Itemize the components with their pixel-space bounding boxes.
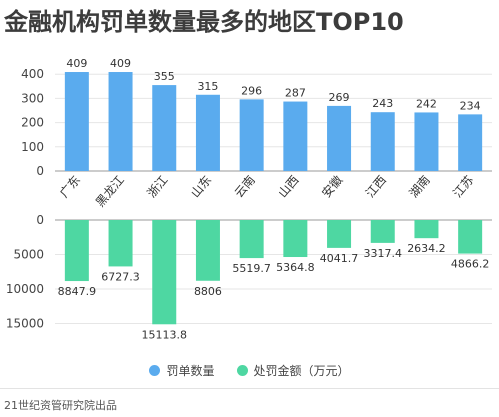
data-label-amount-2: 15113.8 [142,328,188,341]
bar-count-1 [108,72,133,171]
category-label-2: 浙江 [144,173,170,200]
bar-count-8 [414,112,439,171]
bar-amount-0 [64,220,89,282]
category-label-3: 山东 [188,173,214,200]
data-label-amount-7: 3317.4 [364,247,403,260]
bar-count-6 [327,105,352,171]
bar-amount-8 [414,220,439,239]
category-label-8: 湖南 [406,172,433,200]
category-label-1: 黑龙江 [93,173,127,210]
data-label-amount-1: 6727.3 [101,270,140,283]
bar-amount-1 [108,220,133,267]
data-label-count-7: 243 [372,97,393,110]
chart-canvas: 0 100 200 300 400 409 广东 409 黑龙江 355 浙江 315 山东 296 云南 2… [6,57,492,341]
legend-item-amount: 处罚金额（万元） [236,362,350,379]
bar-count-7 [370,112,395,171]
bar-count-9 [458,114,483,171]
data-label-count-5: 287 [285,87,306,100]
bar-amount-7 [370,220,395,243]
data-label-count-1: 409 [110,57,131,70]
category-label-7: 江西 [363,173,389,200]
legend: 罚单数量 处罚金额（万元） [0,362,499,379]
data-label-count-0: 409 [66,57,87,70]
data-label-count-9: 234 [460,99,481,112]
bar-count-2 [152,85,177,171]
ytick-bottom-0: 0 [36,213,44,227]
ytick-top-1: 100 [21,140,44,154]
bar-amount-5 [283,220,308,258]
ytick-top-2: 200 [21,116,44,130]
bar-count-0 [64,72,89,171]
bar-count-3 [195,94,220,171]
bar-amount-4 [239,220,264,259]
ytick-bottom-3: 15000 [6,317,44,331]
bar-amount-6 [327,220,352,248]
data-label-count-2: 355 [154,70,175,83]
bar-count-4 [239,99,264,171]
ytick-top-4: 400 [21,67,44,81]
legend-item-count: 罚单数量 [149,362,215,379]
category-label-6: 安徽 [318,172,345,200]
bar-count-5 [283,101,308,171]
data-label-amount-3: 8806 [194,285,222,298]
data-label-count-8: 242 [416,97,437,110]
ytick-bottom-1: 5000 [13,248,44,262]
source-credit: 21世纪资管研究院出品 [4,399,117,412]
data-label-count-3: 315 [197,80,218,93]
legend-swatch-count [149,365,161,376]
bar-amount-2 [152,220,177,325]
data-label-amount-9: 4866.2 [451,258,490,271]
category-label-0: 广东 [57,173,83,200]
ytick-top-0: 0 [36,164,44,178]
legend-swatch-amount [236,365,248,376]
legend-label-count: 罚单数量 [166,364,215,378]
chart-title: 金融机构罚单数量最多的地区TOP10 [4,8,404,36]
category-label-9: 江苏 [450,173,476,200]
data-label-amount-4: 5519.7 [232,262,271,275]
ytick-top-3: 300 [21,91,44,105]
data-label-count-4: 296 [241,84,262,97]
data-label-amount-0: 8847.9 [58,285,97,298]
category-label-4: 云南 [231,172,258,200]
ytick-bottom-2: 10000 [6,282,44,296]
data-label-count-6: 269 [329,91,350,104]
data-label-amount-8: 2634.2 [407,242,446,255]
footer-divider [0,388,499,389]
bar-amount-3 [195,220,220,281]
bar-amount-9 [458,220,483,254]
category-label-5: 山西 [275,173,301,200]
data-label-amount-5: 5364.8 [276,261,315,274]
data-label-amount-6: 4041.7 [320,252,359,265]
legend-label-amount: 处罚金额（万元） [253,364,350,378]
